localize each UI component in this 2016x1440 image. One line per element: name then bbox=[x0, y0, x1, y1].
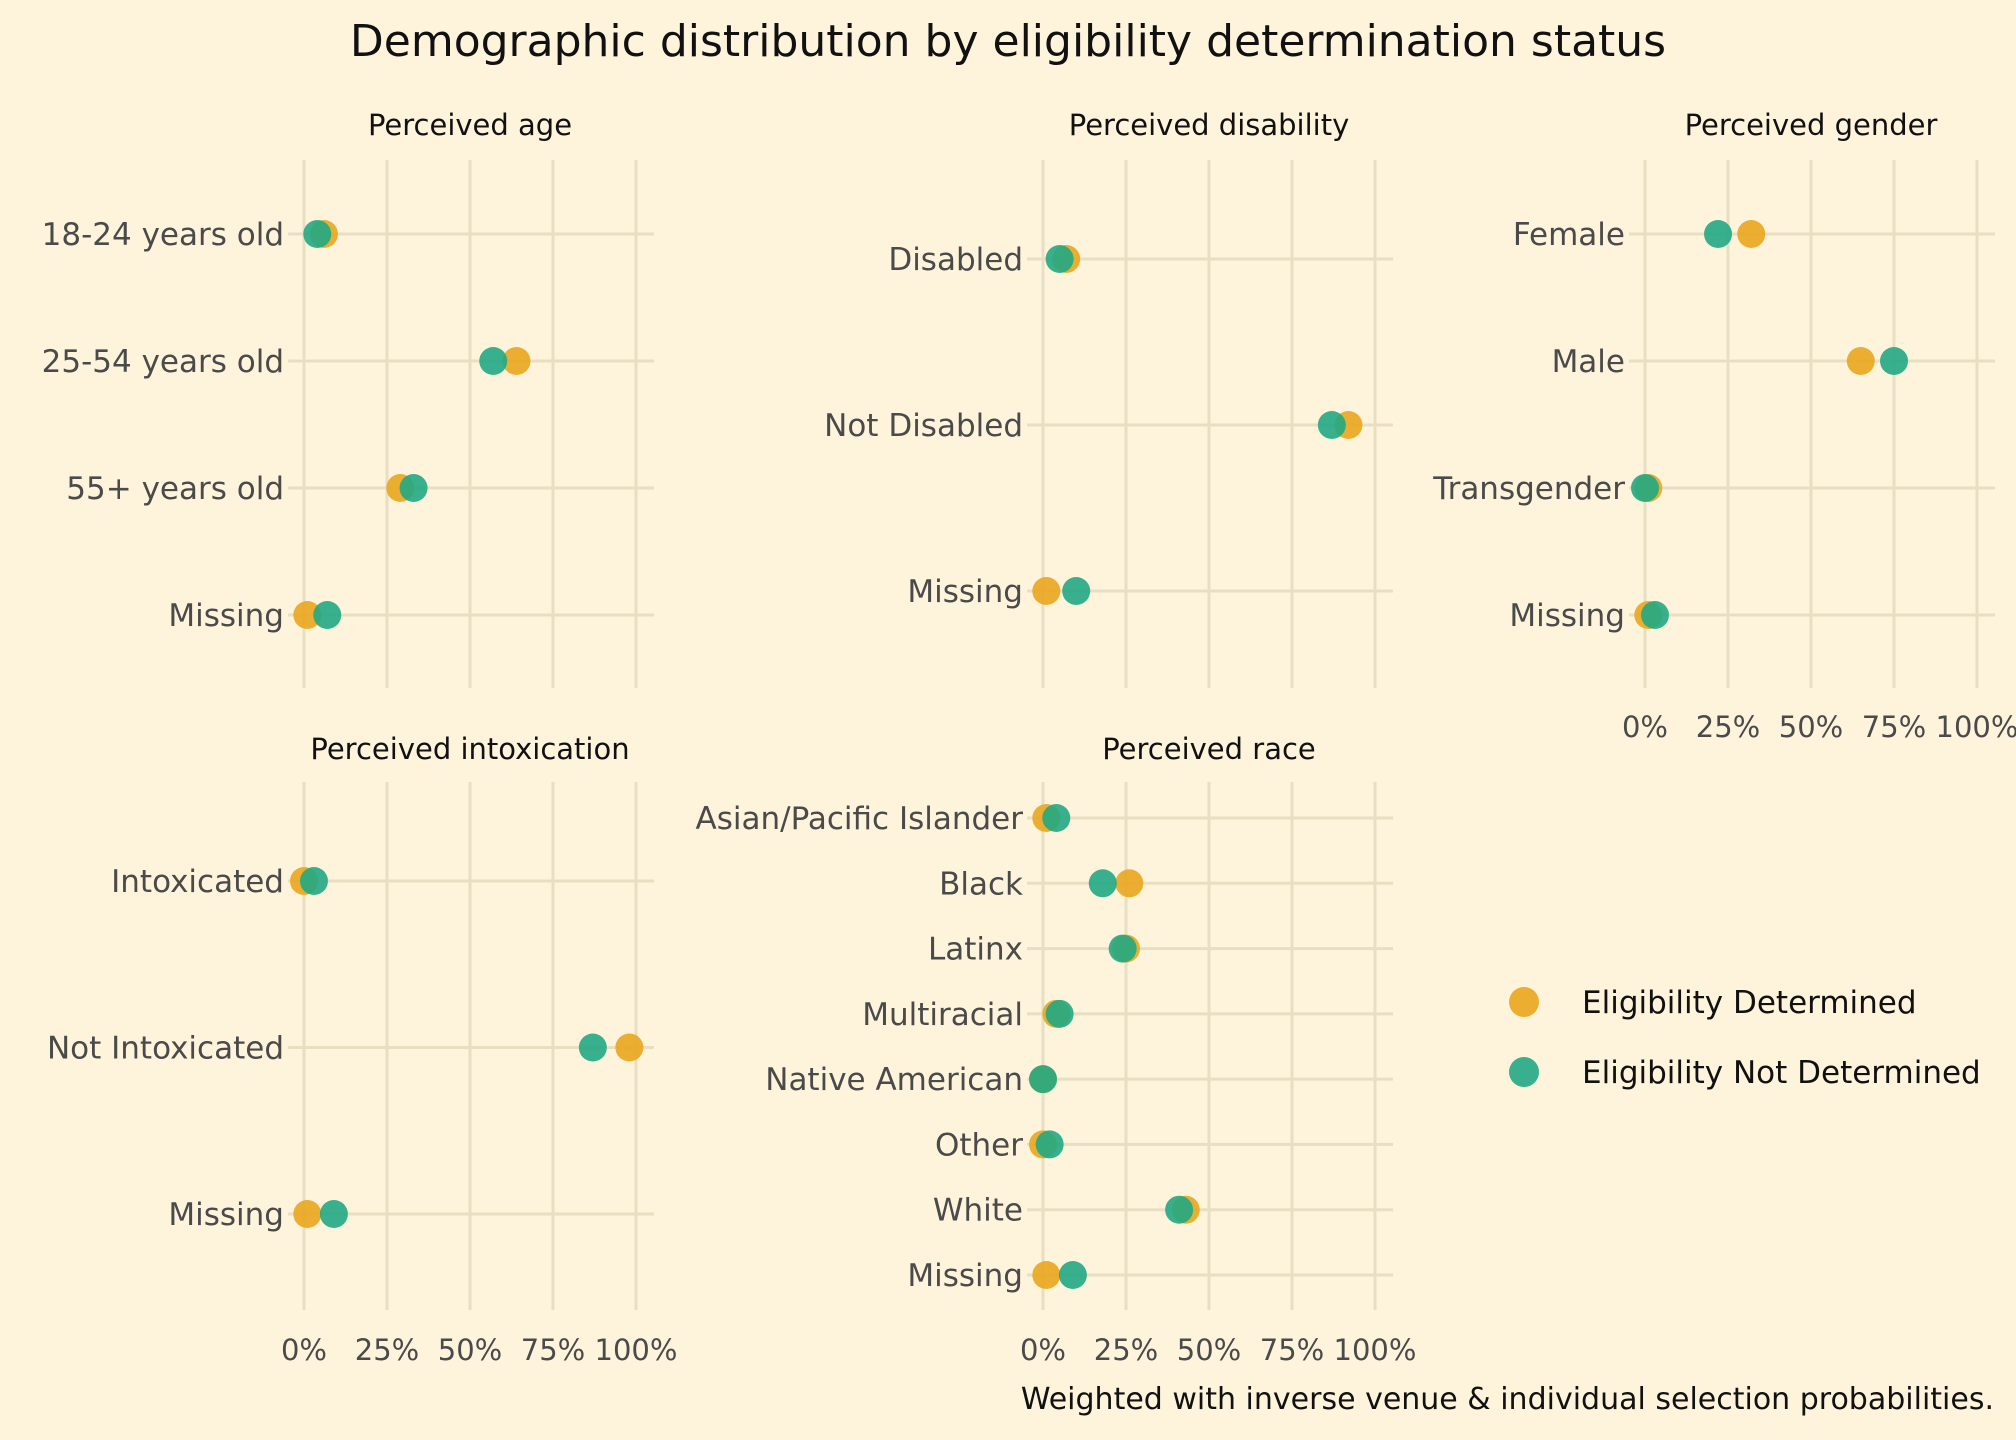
point-eligibility-determined bbox=[293, 1200, 322, 1228]
point-eligibility-not-determined bbox=[1704, 220, 1733, 248]
x-tick-label: 50% bbox=[1779, 710, 1843, 744]
category-label: Missing bbox=[168, 1197, 284, 1233]
point-eligibility-not-determined bbox=[299, 867, 328, 895]
x-tick-label: 100% bbox=[1936, 710, 2016, 744]
chart-caption: Weighted with inverse venue & individual… bbox=[1021, 1382, 1994, 1417]
point-eligibility-not-determined bbox=[1088, 869, 1117, 898]
category-label: Other bbox=[935, 1127, 1023, 1163]
facet-title: Perceived race bbox=[1102, 732, 1316, 766]
legend-item-eligibility-not-determined: Eligibility Not Determined bbox=[1509, 1055, 1981, 1091]
category-label: Intoxicated bbox=[111, 864, 284, 900]
point-eligibility-not-determined bbox=[1631, 474, 1659, 502]
point-eligibility-not-determined bbox=[303, 220, 332, 248]
point-eligibility-not-determined bbox=[1035, 1130, 1064, 1159]
facet-perceived-race: 0% 25% 50% 75% 100% Asian/Pacific Islander Bla… bbox=[696, 732, 1417, 1367]
category-label: Asian/Pacific Islander bbox=[696, 801, 1024, 837]
point-eligibility-not-determined bbox=[578, 1033, 607, 1062]
facets: 18-24 years old 25-54 years old 55+ years … bbox=[42, 108, 2016, 1367]
point-eligibility-determined bbox=[293, 601, 322, 629]
category-label: 18-24 years old bbox=[42, 217, 284, 253]
legend-label: Eligibility Determined bbox=[1582, 985, 1917, 1021]
point-eligibility-not-determined bbox=[319, 1200, 348, 1228]
x-tick-label: 100% bbox=[1334, 1333, 1417, 1367]
facet-perceived-gender: 0% 25% 50% 75% 100% Female Male Transgender Miss… bbox=[1432, 108, 2016, 744]
point-eligibility-determined bbox=[1846, 347, 1875, 375]
point-eligibility-not-determined bbox=[1042, 804, 1071, 832]
category-label: Disabled bbox=[888, 242, 1023, 278]
legend-marker bbox=[1509, 1057, 1539, 1087]
x-tick-label: 25% bbox=[1094, 1333, 1158, 1367]
x-tick-label: 25% bbox=[1696, 710, 1760, 744]
point-eligibility-not-determined bbox=[1045, 999, 1074, 1028]
point-eligibility-not-determined bbox=[313, 601, 342, 629]
point-eligibility-not-determined bbox=[1029, 1065, 1057, 1094]
x-tick-label: 100% bbox=[595, 1333, 678, 1367]
category-label: Not Intoxicated bbox=[47, 1031, 284, 1067]
facet-title: Perceived age bbox=[368, 108, 572, 142]
point-eligibility-not-determined bbox=[399, 474, 428, 502]
x-tick-label: 0% bbox=[1622, 710, 1668, 744]
category-label: Female bbox=[1513, 217, 1625, 253]
x-tick-label: 0% bbox=[1020, 1333, 1066, 1367]
category-label: White bbox=[933, 1193, 1023, 1229]
point-eligibility-not-determined bbox=[1062, 577, 1091, 605]
point-eligibility-determined bbox=[1737, 220, 1766, 248]
category-label: Missing bbox=[1509, 598, 1625, 634]
category-label: Black bbox=[939, 866, 1023, 902]
facet-perceived-disability: Disabled Not Disabled Missing Perceived dis… bbox=[824, 108, 1393, 688]
category-label: 55+ years old bbox=[66, 471, 284, 507]
point-eligibility-not-determined bbox=[479, 347, 508, 375]
point-eligibility-determined bbox=[1032, 1261, 1061, 1289]
category-label: 25-54 years old bbox=[42, 344, 284, 380]
chart-title: Demographic distribution by eligibility … bbox=[350, 16, 1666, 67]
legend-item-eligibility-determined: Eligibility Determined bbox=[1509, 985, 1917, 1021]
x-tick-label: 75% bbox=[521, 1333, 585, 1367]
point-eligibility-determined bbox=[615, 1033, 644, 1062]
legend-marker bbox=[1509, 987, 1539, 1017]
category-label: Multiracial bbox=[862, 997, 1023, 1033]
point-eligibility-determined bbox=[1115, 869, 1144, 898]
point-eligibility-not-determined bbox=[1165, 1195, 1194, 1224]
point-eligibility-determined bbox=[502, 347, 531, 375]
category-label: Latinx bbox=[928, 932, 1023, 968]
x-tick-label: 25% bbox=[355, 1333, 419, 1367]
category-label: Not Disabled bbox=[824, 408, 1023, 444]
point-eligibility-not-determined bbox=[1058, 1261, 1087, 1289]
point-eligibility-not-determined bbox=[1640, 601, 1669, 629]
facet-perceived-age: 18-24 years old 25-54 years old 55+ years … bbox=[42, 108, 654, 688]
x-tick-label: 0% bbox=[281, 1333, 327, 1367]
x-tick-label: 75% bbox=[1862, 710, 1926, 744]
legend: Eligibility Determined Eligibility Not De… bbox=[1509, 985, 1981, 1091]
point-eligibility-determined bbox=[1032, 577, 1061, 605]
facet-title: Perceived intoxication bbox=[310, 732, 629, 766]
x-tick-label: 50% bbox=[438, 1333, 502, 1367]
category-label: Missing bbox=[907, 574, 1023, 610]
point-eligibility-not-determined bbox=[1108, 934, 1137, 963]
legend-label: Eligibility Not Determined bbox=[1582, 1055, 1981, 1091]
point-eligibility-not-determined bbox=[1045, 245, 1074, 273]
facet-perceived-intoxication: 0% 25% 50% 75% 100% Intoxicated Not Intoxicate… bbox=[47, 732, 677, 1367]
category-label: Missing bbox=[907, 1258, 1023, 1294]
category-label: Male bbox=[1552, 344, 1625, 380]
facet-title: Perceived gender bbox=[1685, 108, 1938, 142]
x-tick-label: 50% bbox=[1177, 1333, 1241, 1367]
category-label: Transgender bbox=[1432, 471, 1625, 507]
category-label: Missing bbox=[168, 598, 284, 634]
point-eligibility-not-determined bbox=[1880, 347, 1908, 375]
facet-title: Perceived disability bbox=[1069, 108, 1350, 142]
point-eligibility-not-determined bbox=[1317, 411, 1346, 439]
category-label: Native American bbox=[765, 1062, 1023, 1098]
x-tick-label: 75% bbox=[1260, 1333, 1324, 1367]
